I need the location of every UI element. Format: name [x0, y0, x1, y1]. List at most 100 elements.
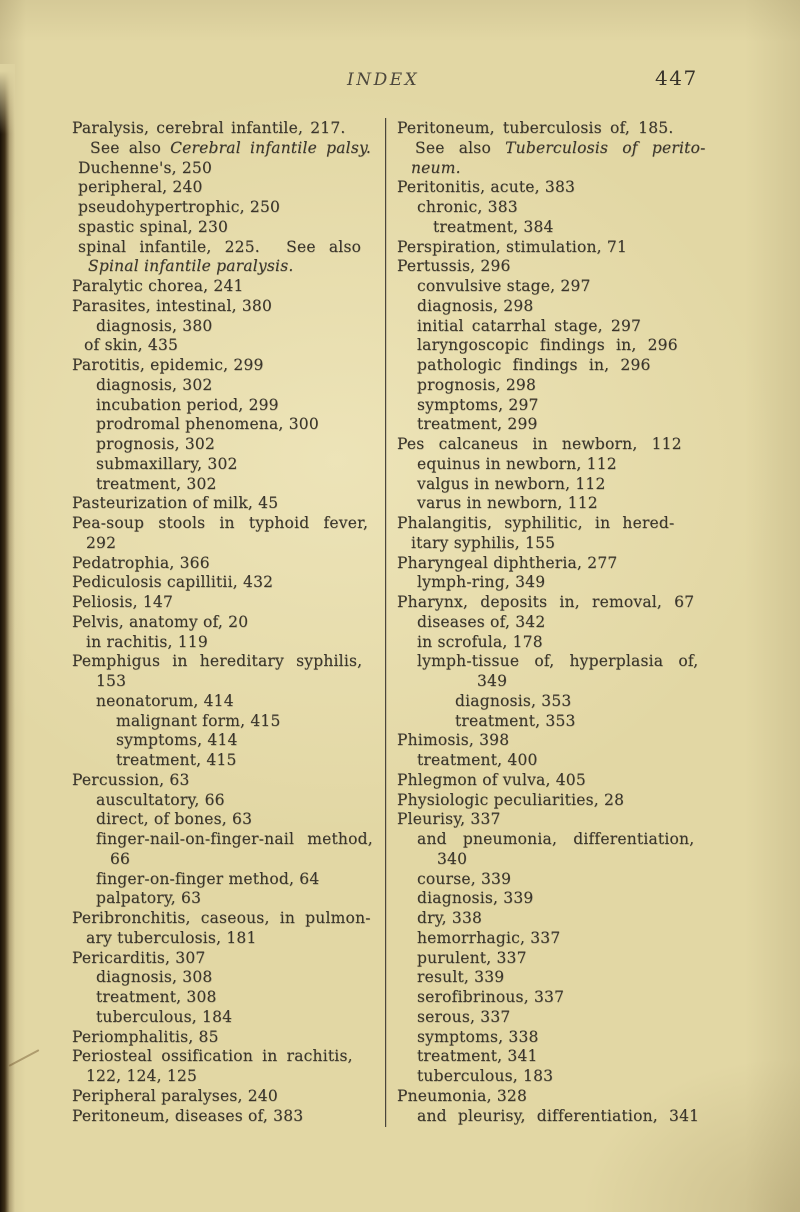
index-entry-line: ary tuberculosis, 181 [86, 928, 257, 947]
index-entry-line: purulent, 337 [417, 948, 527, 967]
index-column-left: Paralysis, cerebral infantile, 217. See a… [72, 119, 385, 1126]
index-entry-line: treatment, 384 [433, 217, 554, 236]
index-entry-line: malignant form, 415 [116, 711, 281, 730]
index-entry-line: Phimosis, 398 [397, 731, 510, 750]
index-entry-line: Perspiration, stimulation, 71 [397, 237, 628, 256]
index-entry-line: auscultatory, 66 [96, 790, 225, 809]
index-entry-line: varus in newborn, 112 [417, 494, 598, 513]
index-entry-line: Physiologic peculiarities, 28 [397, 790, 625, 809]
index-entry-line: equinus in newborn, 112 [417, 454, 617, 473]
index-entry-line: Pericarditis, 307 [72, 948, 206, 967]
index-entry-line: Pleurisy, 337 [397, 810, 501, 829]
index-entry-line: symptoms, 338 [417, 1027, 539, 1046]
index-entry-line: diagnosis, 308 [96, 968, 213, 987]
index-entry-line: palpatory, 63 [96, 889, 202, 908]
index-entry-line: Periosteal ossification in rachitis, [72, 1047, 353, 1066]
index-entry-line: pseudohypertrophic, 250 [78, 198, 281, 216]
book-edge-shadow [0, 64, 15, 1212]
index-column-right: Peritoneum, tuberculosis of, 185. See als… [397, 119, 772, 1126]
index-entry-line: tuberculous, 183 [417, 1067, 554, 1085]
index-entry-line: finger-nail-on-finger-nail method, [96, 830, 373, 848]
index-entry-line: valgus in newborn, 112 [417, 474, 606, 493]
index-entry-line: of skin, 435 [84, 336, 179, 355]
index-entry-line: lymph-ring, 349 [417, 573, 546, 592]
index-entry-line: serofibrinous, 337 [417, 988, 565, 1006]
index-entry-line: submaxillary, 302 [96, 454, 238, 473]
index-entry-line: 292 [86, 533, 117, 552]
index-entry-line: Pemphigus in hereditary syphilis, [72, 652, 363, 671]
index-entry-line: Paralytic chorea, 241 [72, 277, 244, 295]
index-entry-line: Pedatrophia, 366 [72, 553, 210, 572]
index-entry-line: 153 [96, 672, 127, 690]
index-entry-line: Pediculosis capillitii, 432 [72, 573, 274, 592]
index-entry-line: in scrofula, 178 [417, 632, 543, 651]
index-entry-line: Pasteurization of milk, 45 [72, 494, 279, 513]
index-entry-line: treatment, 302 [96, 474, 217, 493]
index-entry-line: peripheral, 240 [78, 178, 203, 197]
index-entry-line: Pes calcaneus in newborn, 112 [397, 435, 682, 453]
index-entry-line: Paralysis, cerebral infantile, 217. [72, 119, 346, 137]
index-entry-line: See also Tuberculosis of perito- [415, 138, 706, 157]
index-entry-line: treatment, 299 [417, 415, 538, 434]
index-entry-line: prognosis, 298 [417, 375, 537, 394]
page-number: 447 [655, 66, 698, 90]
index-entry-line: Phlegmon of vulva, 405 [397, 770, 586, 789]
index-entry-line: diagnosis, 353 [455, 691, 572, 710]
index-entry-line: prodromal phenomena, 300 [96, 415, 319, 434]
index-entry-line: incubation period, 299 [96, 395, 279, 414]
index-entry-line: pathologic findings in, 296 [417, 356, 651, 374]
column-divider-rule [385, 118, 386, 1127]
index-entry-line: treatment, 415 [116, 751, 237, 769]
index-entry-line: 349 [477, 672, 508, 690]
index-entry-line: treatment, 400 [417, 751, 538, 769]
index-entry-line: serous, 337 [417, 1007, 511, 1026]
index-entry-line: 122, 124, 125 [86, 1067, 198, 1085]
index-entry-line: Periomphalitis, 85 [72, 1027, 219, 1046]
index-entry-line: Spinal infantile paralysis. [88, 257, 294, 276]
index-entry-line: Percussion, 63 [72, 770, 190, 789]
index-entry-line: Peribronchitis, caseous, in pulmon- [72, 909, 371, 927]
index-entry-line: dry, 338 [417, 909, 483, 927]
index-entry-line: Peritonitis, acute, 383 [397, 178, 576, 197]
index-entry-line: diagnosis, 380 [96, 316, 213, 335]
index-entry-line: Peritoneum, diseases of, 383 [72, 1106, 304, 1125]
index-entry-line: Pharynx, deposits in, removal, 67 [397, 593, 695, 611]
index-entry-line: and pleurisy, differentiation, 341 [417, 1106, 700, 1125]
index-entry-line: prognosis, 302 [96, 435, 216, 453]
index-entry-line: diagnosis, 298 [417, 296, 534, 315]
index-entry-line: convulsive stage, 297 [417, 277, 591, 295]
index-entry-line: Pea-soup stools in typhoid fever, [72, 514, 369, 532]
index-entry-line: course, 339 [417, 869, 512, 888]
index-entry-line: treatment, 341 [417, 1047, 538, 1066]
index-entry-line: direct, of bones, 63 [96, 810, 253, 829]
index-entry-line: spinal infantile, 225. See also [78, 237, 362, 256]
index-entry-line: finger-on-finger method, 64 [96, 869, 320, 888]
index-entry-line: Peliosis, 147 [72, 593, 174, 611]
index-entry-line: Phalangitis, syphilitic, in hered- [397, 514, 675, 532]
index-entry-line: treatment, 353 [455, 711, 576, 730]
index-entry-line: itary syphilis, 155 [411, 533, 556, 552]
index-entry-line: initial catarrhal stage, 297 [417, 316, 642, 335]
index-entry-line: 66 [110, 849, 131, 868]
index-entry-line: diagnosis, 302 [96, 375, 213, 394]
index-entry-line: Pharyngeal diphtheria, 277 [397, 553, 618, 572]
index-entry-line: Duchenne's, 250 [78, 158, 213, 177]
index-entry-line: diagnosis, 339 [417, 889, 534, 908]
index-entry-line: Peripheral paralyses, 240 [72, 1086, 278, 1105]
index-entry-line: See also Cerebral infantile palsy. [90, 138, 372, 157]
index-entry-line: symptoms, 414 [116, 731, 238, 750]
index-entry-line: 340 [437, 849, 468, 868]
index-entry-line: spastic spinal, 230 [78, 217, 229, 236]
index-entry-line: treatment, 308 [96, 988, 217, 1006]
book-edge-fade [0, 64, 15, 134]
index-entry-line: Pneumonia, 328 [397, 1086, 528, 1105]
index-entry-line: and pneumonia, differentiation, [417, 830, 695, 848]
index-entry-line: in rachitis, 119 [86, 632, 208, 651]
index-entry-line: hemorrhagic, 337 [417, 928, 561, 947]
index-entry-line: symptoms, 297 [417, 395, 539, 414]
index-entry-line: diseases of, 342 [417, 612, 546, 631]
index-entry-line: laryngoscopic findings in, 296 [417, 336, 678, 355]
index-entry-line: chronic, 383 [417, 198, 518, 216]
index-entry-line: Parasites, intestinal, 380 [72, 296, 273, 315]
index-entry-line: lymph-tissue of, hyperplasia of, [417, 652, 699, 671]
